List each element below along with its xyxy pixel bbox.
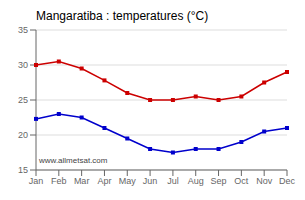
- svg-text:Mar: Mar: [74, 176, 90, 186]
- svg-text:Aug: Aug: [188, 176, 204, 186]
- svg-text:20: 20: [18, 130, 28, 140]
- html-text:Mangaratiba : temperatures (°C: Mangaratiba : temperatures (°C): [36, 9, 209, 23]
- svg-text:Jun: Jun: [143, 176, 158, 186]
- svg-text:Jan: Jan: [29, 176, 44, 186]
- svg-text:May: May: [119, 176, 137, 186]
- html-text:www.allmetsat.com: www.allmetsat.com: [39, 156, 108, 165]
- svg-text:35: 35: [18, 25, 28, 35]
- svg-text:15: 15: [18, 165, 28, 175]
- svg-text:30: 30: [18, 60, 28, 70]
- svg-text:Jul: Jul: [167, 176, 179, 186]
- svg-text:Sep: Sep: [211, 176, 227, 186]
- svg-text:Nov: Nov: [256, 176, 273, 186]
- svg-text:Apr: Apr: [97, 176, 111, 186]
- svg-text:Feb: Feb: [51, 176, 67, 186]
- svg-text:Dec: Dec: [279, 176, 296, 186]
- svg-text:25: 25: [18, 95, 28, 105]
- svg-text:Oct: Oct: [234, 176, 249, 186]
